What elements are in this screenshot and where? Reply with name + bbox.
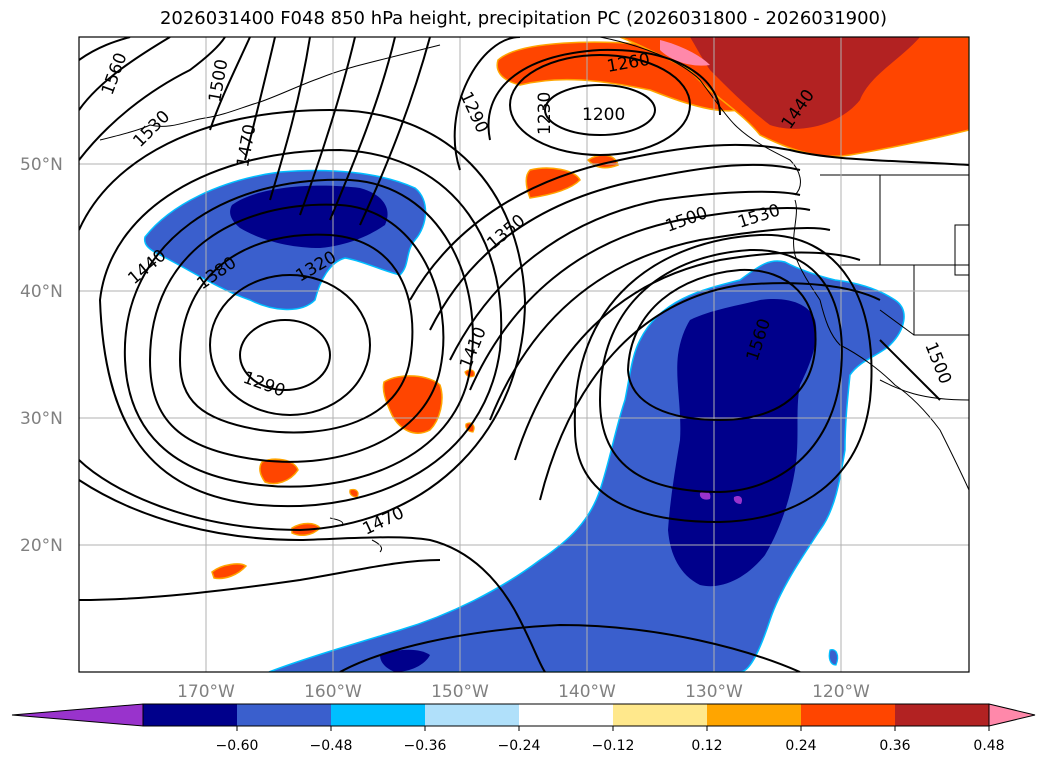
colorbar-tick-label: −0.12 [592,738,635,754]
colorbar-tick-label: −0.24 [498,738,541,754]
colorbar-tick-label: 0.48 [973,738,1004,754]
precip-negative-shading [143,169,905,672]
map-frame [78,36,970,673]
colorbar-extend-high [988,703,1036,727]
colorbar-tick-label: 0.36 [879,738,910,754]
contour-label: 1200 [582,105,625,125]
colorbar-tick-label: −0.48 [310,738,353,754]
height-contours [79,37,969,672]
colorbar-segment [801,704,896,726]
lon-label: 120°W [812,682,870,702]
colorbar-segment [331,704,426,726]
map-title: 2026031400 F048 850 hPa height, precipit… [159,8,888,29]
colorbar: −0.60 −0.48 −0.36 −0.24 −0.12 0.12 0.24 0.36 0.4… [11,703,1036,754]
lat-label: 50°N [20,155,63,175]
contour-label: 1230 [535,92,555,135]
lon-label: 160°W [304,682,362,702]
latitude-labels: 50°N 40°N 30°N 20°N [20,155,63,556]
colorbar-ticks: −0.60 −0.48 −0.36 −0.24 −0.12 0.12 0.24 0.36 0.4… [216,726,1005,754]
lon-label: 140°W [558,682,616,702]
lat-label: 40°N [20,282,63,302]
lat-label: 20°N [20,536,63,556]
longitude-labels: 170°W 160°W 150°W 140°W 130°W 120°W [177,682,870,702]
colorbar-segments [11,703,1036,727]
map-panel: 1560 1500 1530 1470 1290 1230 1200 1260 … [79,37,969,672]
colorbar-segment [707,704,802,726]
lat-label: 30°N [20,409,63,429]
colorbar-tick-label: −0.60 [216,738,259,754]
lon-label: 170°W [177,682,235,702]
colorbar-segment [143,704,238,726]
colorbar-tick-label: −0.36 [404,738,447,754]
colorbar-extend-low [11,703,144,727]
colorbar-segment [519,704,614,726]
colorbar-segment [895,704,990,726]
colorbar-tick-label: 0.12 [691,738,722,754]
lon-label: 150°W [431,682,489,702]
colorbar-segment [613,704,708,726]
colorbar-tick-label: 0.24 [785,738,816,754]
lon-label: 130°W [685,682,743,702]
colorbar-segment [237,704,332,726]
colorbar-outline [142,703,990,727]
colorbar-segment [425,704,520,726]
